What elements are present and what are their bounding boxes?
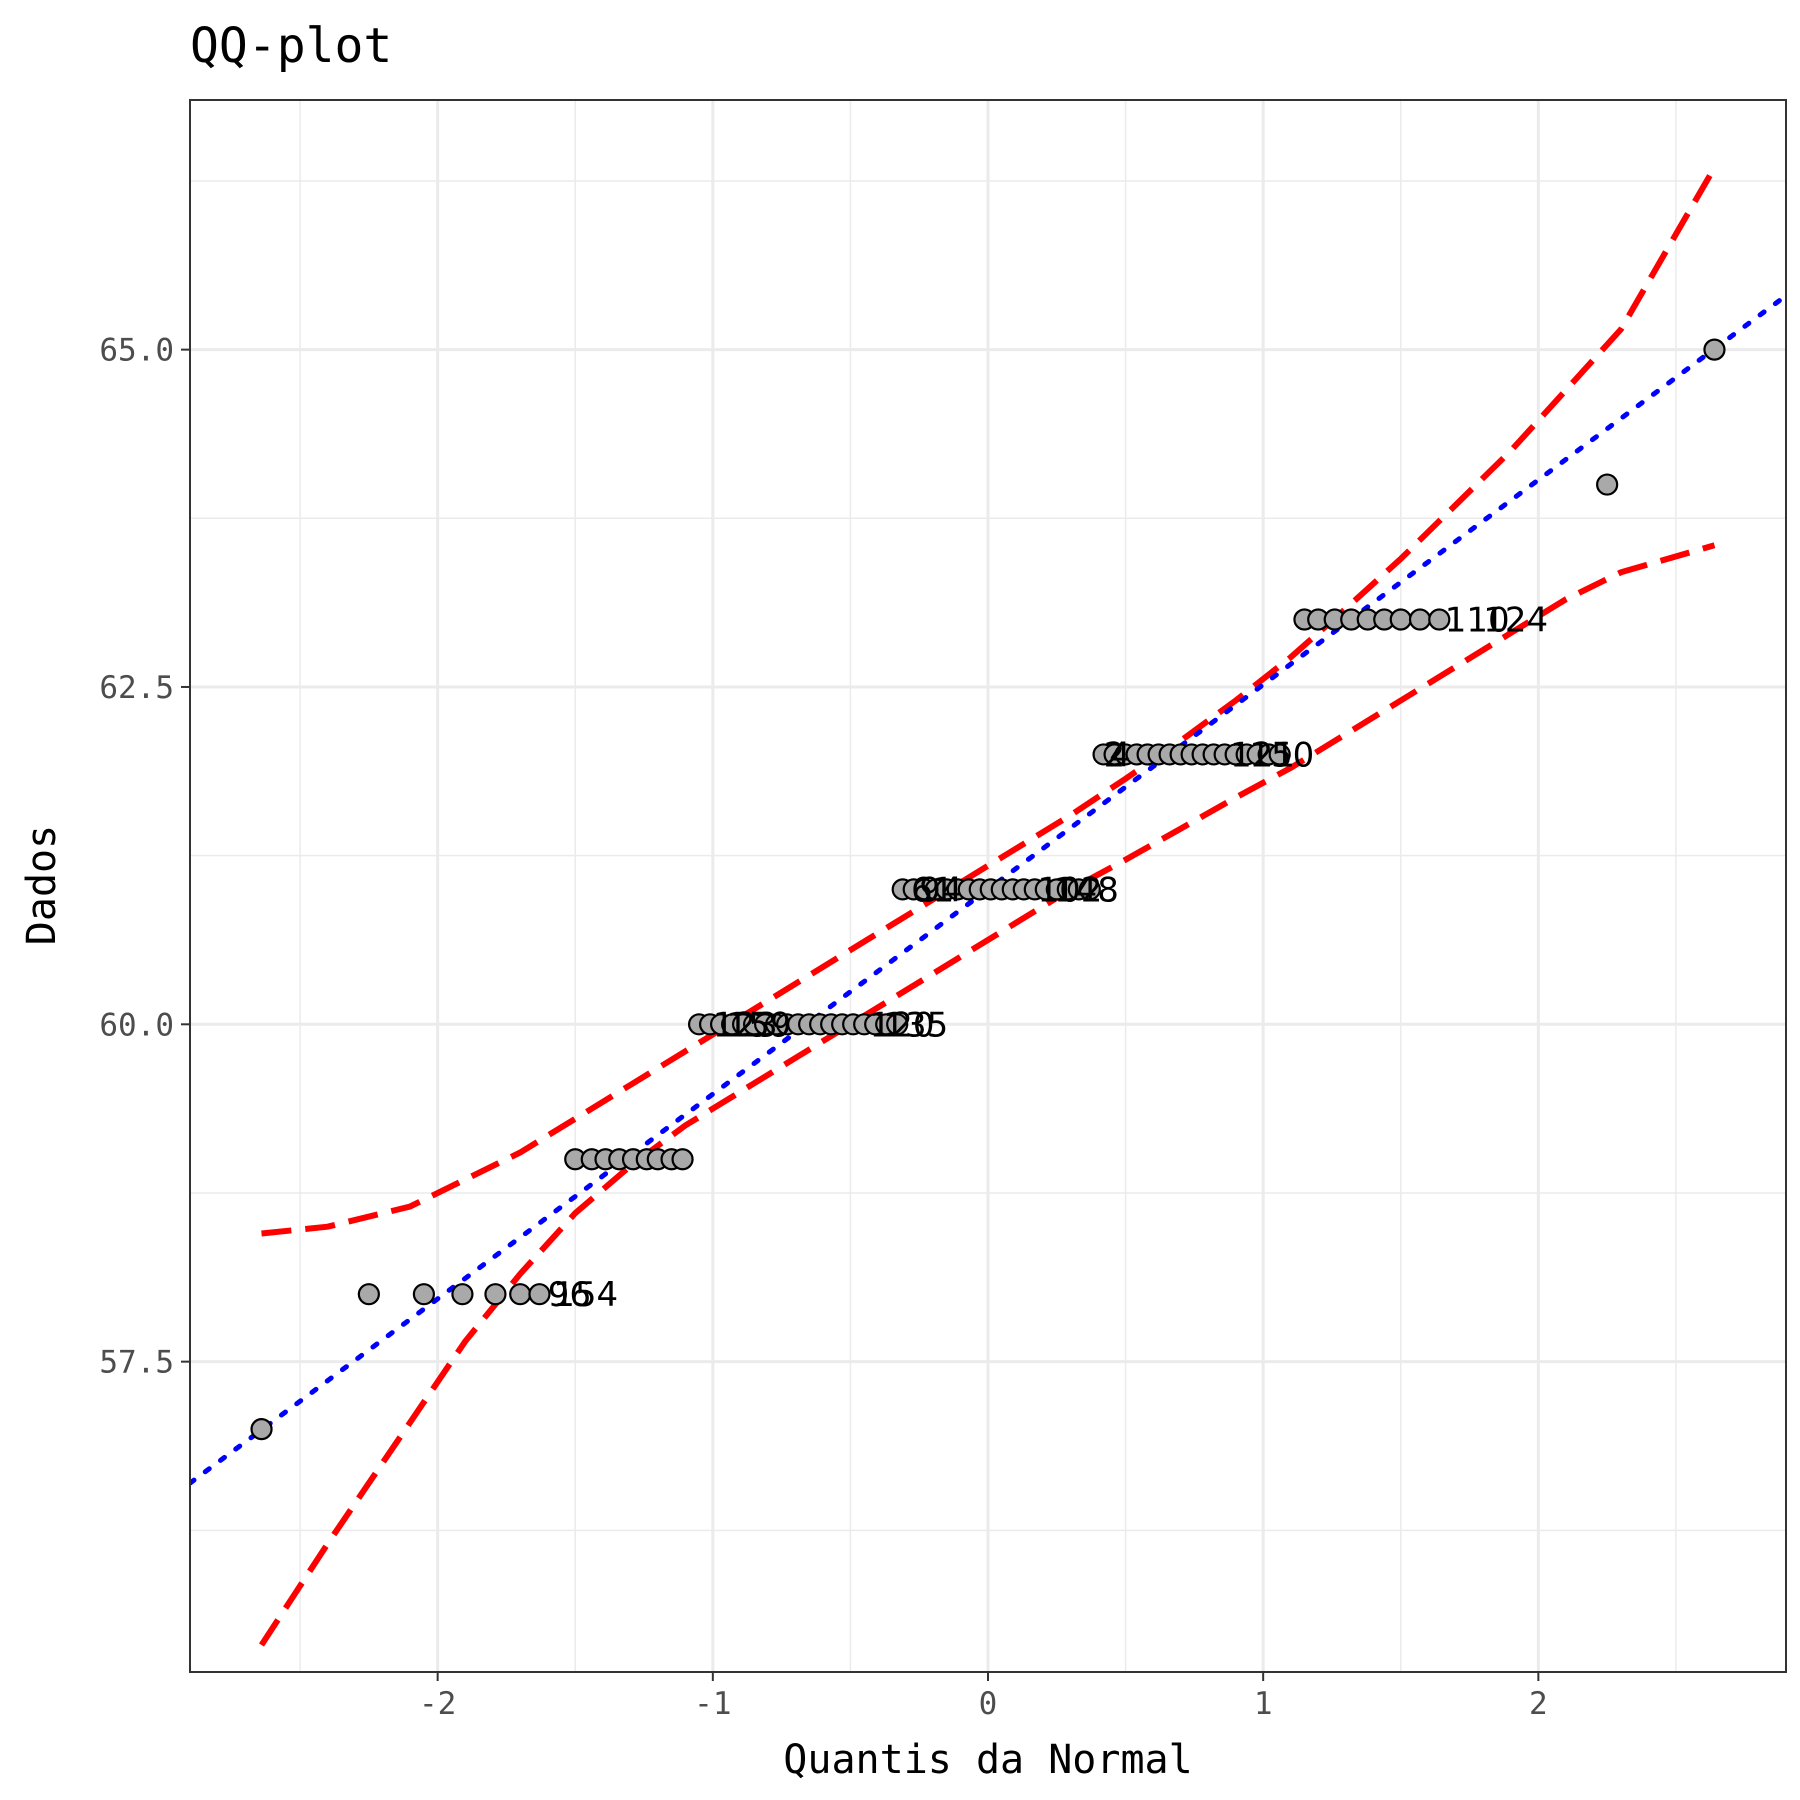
point-label: 120: [870, 1005, 935, 1045]
point-label: 4: [1109, 735, 1131, 775]
point-label: 110: [1445, 601, 1510, 641]
point-label: 2: [1104, 735, 1126, 775]
data-point: [528, 1283, 551, 1306]
point-label: 96: [548, 1275, 591, 1315]
data-point: [484, 1283, 507, 1306]
y-axis-title: Dados: [19, 825, 65, 945]
y-tick-label: 60.0: [99, 1007, 174, 1043]
data-point: [1408, 608, 1432, 631]
chart-title: QQ-plot: [190, 18, 392, 74]
point-label: 123: [713, 1005, 778, 1045]
data-point: [671, 1148, 694, 1171]
x-axis-title: Quantis da Normal: [783, 1737, 1192, 1783]
confidence-band-upper: [261, 165, 1718, 1237]
data-point: [509, 1283, 532, 1306]
x-tick-label: -2: [419, 1686, 456, 1722]
y-axis-ticks: 57.5 60.0 62.5 65.0: [99, 333, 190, 1381]
data-point: [451, 1283, 474, 1306]
y-tick-label: 65.0: [99, 333, 174, 369]
point-label: 159: [727, 1005, 792, 1045]
data-point: [1078, 878, 1101, 901]
x-axis-ticks: -2 -1 0 1 2: [419, 1672, 1548, 1722]
data-point: [250, 1418, 273, 1441]
data-point: [1428, 608, 1451, 631]
x-tick-label: 2: [1529, 1686, 1548, 1722]
y-tick-label: 57.5: [99, 1345, 174, 1381]
data-point: [412, 1283, 435, 1306]
point-label: 135: [883, 1005, 948, 1045]
point-label: 121: [1230, 735, 1295, 775]
x-tick-label: -1: [694, 1686, 731, 1722]
point-label: 154: [553, 1275, 618, 1315]
point-label: 124: [1483, 601, 1548, 641]
y-tick-label: 62.5: [99, 670, 174, 706]
point-label: 102: [1038, 870, 1103, 910]
data-point: [357, 1283, 380, 1306]
point-label: 150: [1249, 735, 1314, 775]
data-point: [886, 1013, 909, 1036]
point-label: 148: [1054, 870, 1119, 910]
point-label: 61: [911, 870, 954, 910]
x-tick-label: 1: [1254, 1686, 1273, 1722]
data-point: [1596, 473, 1619, 496]
data-point: [1389, 608, 1412, 631]
x-tick-label: 0: [979, 1686, 998, 1722]
data-point: [1703, 338, 1726, 361]
point-label: 94: [919, 870, 962, 910]
confidence-band-lower: [258, 542, 1716, 1647]
data-point: [1268, 743, 1291, 766]
